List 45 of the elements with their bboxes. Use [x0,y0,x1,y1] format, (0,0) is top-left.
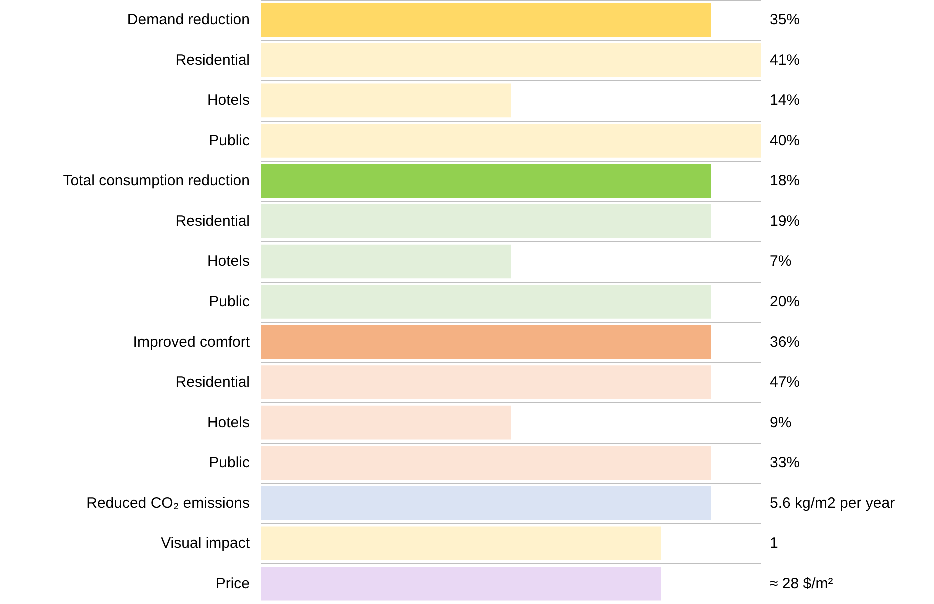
text: 7% [770,253,792,270]
text: 41% [770,52,800,69]
bar [261,566,661,601]
text: 1 [770,535,778,552]
bar [261,244,511,279]
y-tick-label: Reduced CO₂ emissions [86,494,250,512]
bar [261,84,511,118]
bar [261,366,711,400]
text: 35% [770,12,800,29]
text: 33% [770,454,800,472]
bar [261,285,711,319]
text: 36% [770,334,800,351]
y-tick-label: Residential [176,374,250,392]
bar [261,325,711,360]
y-tick-label: Demand reduction [127,12,250,29]
bar [261,446,711,480]
bar [261,486,711,520]
text: ≈ 28 $/m² [770,575,834,592]
text: 47% [770,374,800,392]
bar [261,204,711,238]
y-tick-label: Visual impact [161,535,251,552]
y-tick-label: Hotels [207,92,250,110]
bar [261,124,761,158]
y-tick-label: Public [209,132,250,150]
bar [261,3,711,38]
y-tick-label: Improved comfort [133,334,251,351]
text: 5.6 kg/m2 per year [770,494,896,512]
y-tick-label: Public [209,454,250,472]
bar [261,43,761,78]
y-tick-label: Hotels [207,414,250,432]
text: 20% [770,294,800,310]
text: 19% [770,212,800,230]
bar [261,164,711,198]
y-tick-label: Residential [176,212,250,230]
y-tick-label: Price [216,575,250,592]
bar [261,526,661,561]
y-tick-label: Hotels [207,253,250,270]
text: 40% [770,132,800,150]
text: 18% [770,172,800,190]
text: 14% [770,92,800,110]
y-tick-label: Total consumption reduction [63,172,250,190]
bar [261,406,511,440]
y-tick-label: Public [209,294,250,310]
text: 9% [770,414,792,432]
y-tick-label: Residential [176,52,250,69]
